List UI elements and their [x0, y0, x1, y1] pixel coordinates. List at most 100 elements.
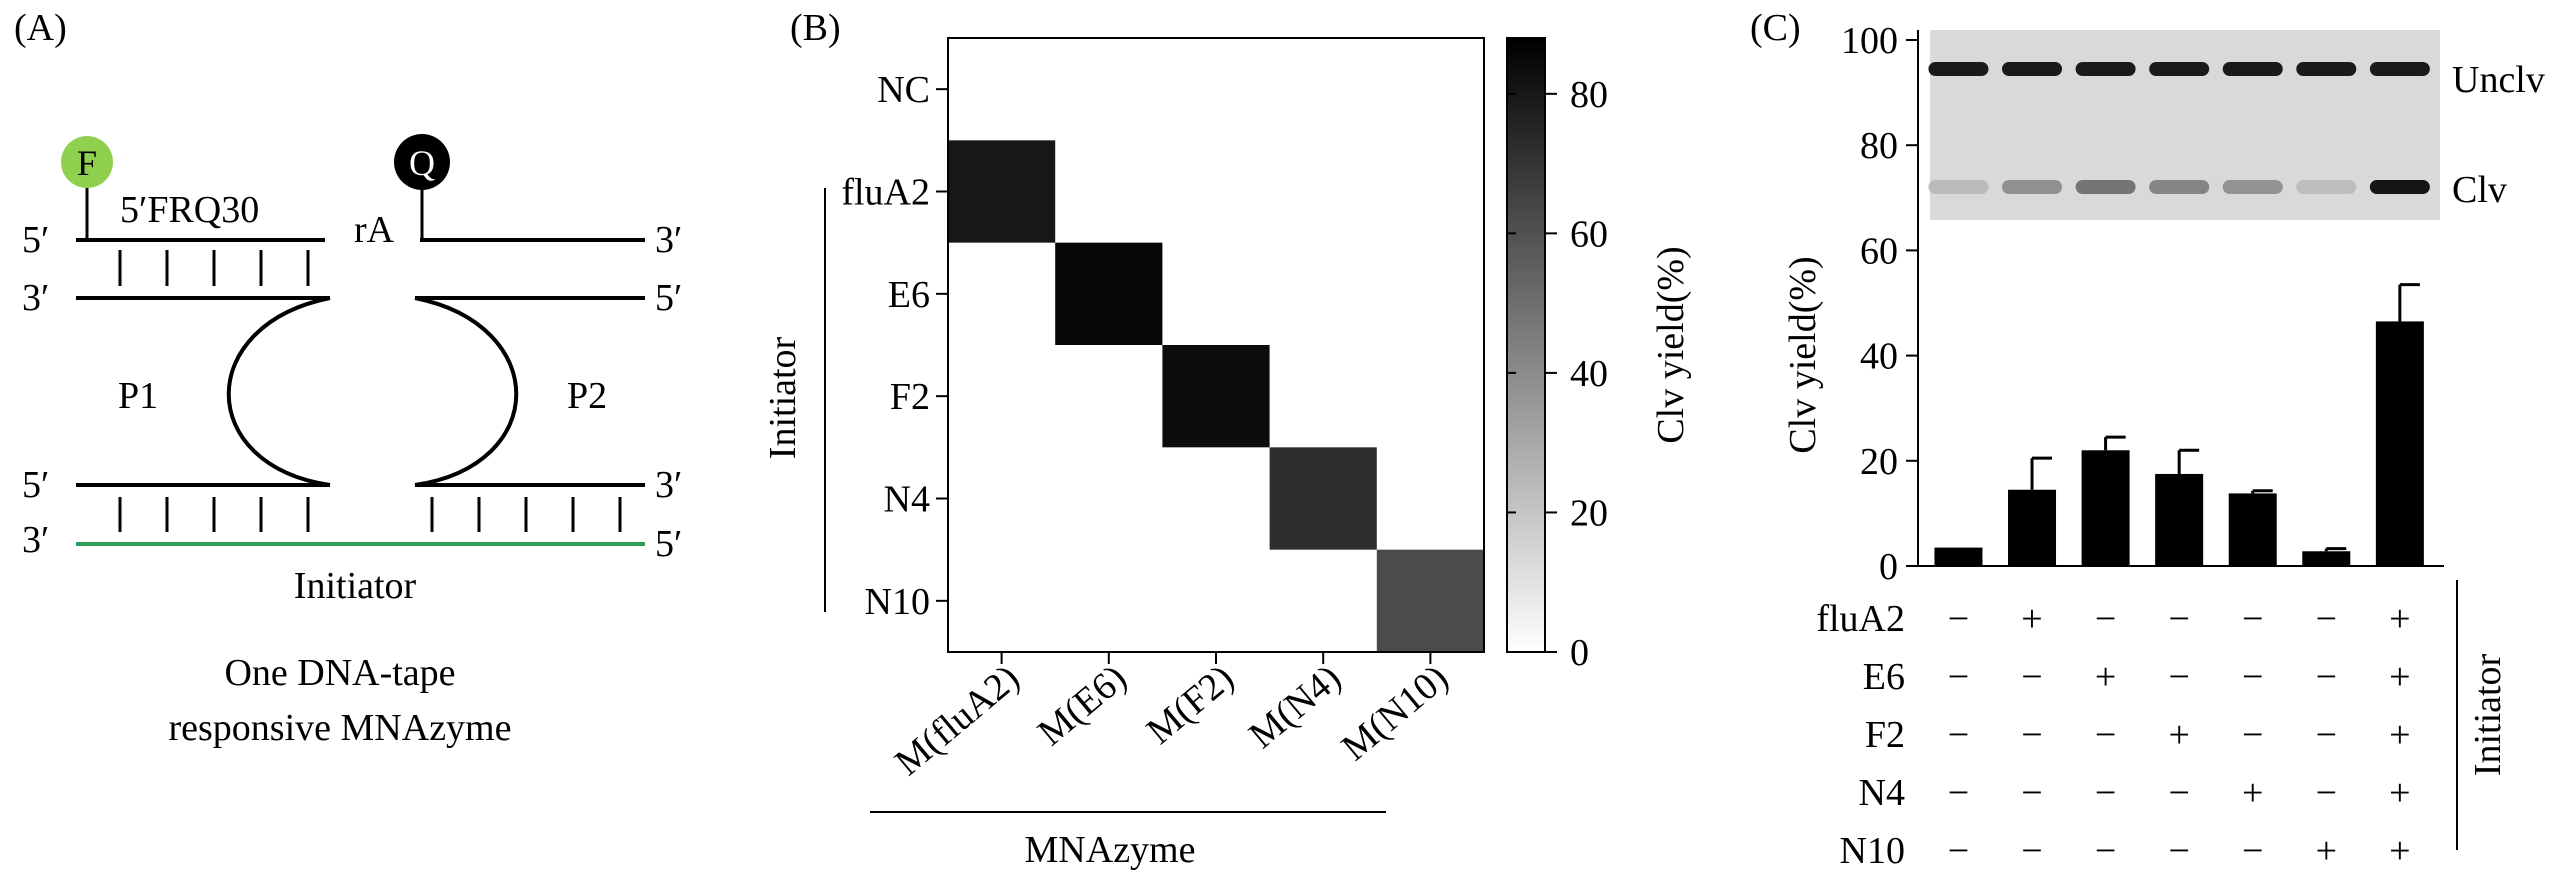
matrix-cell: − [1948, 830, 1969, 872]
initiator-strand-label: Initiator [294, 565, 417, 607]
matrix-cell: + [2242, 772, 2263, 814]
substrate-5-end: 5′ [22, 219, 49, 261]
matrix-cell: − [2021, 830, 2042, 872]
matrix-cell: − [2168, 598, 2189, 640]
bar-y-tick-label: 60 [1860, 230, 1898, 272]
heatmap-cell [1269, 447, 1377, 550]
heatmap-row-label: N4 [884, 479, 930, 521]
heatmap-cell [948, 140, 1056, 243]
heatmap-col-label: M(E6) [1030, 657, 1135, 754]
gel-band-unclv [2002, 62, 2063, 76]
bar [1934, 547, 1983, 566]
ribo-label: rA [354, 209, 395, 251]
matrix-cell: − [2168, 772, 2189, 814]
gel-band-unclv [2296, 62, 2357, 76]
matrix-cell: − [2021, 656, 2042, 698]
matrix-cell: + [2389, 830, 2410, 872]
panel-a: (A) F Q 5′FRQ30 rA 5′ 3′ 3′ 5′ P1 P2 [14, 7, 682, 749]
matrix-cell: − [2095, 598, 2116, 640]
matrix-cell: + [2316, 830, 2337, 872]
upper-duplex-ticks [118, 250, 310, 286]
gel-clv-label: Clv [2452, 169, 2507, 211]
matrix-cell: − [1948, 656, 1969, 698]
matrix-cell: − [2021, 772, 2042, 814]
bar [2375, 321, 2424, 566]
colorbar-tick-label: 40 [1570, 353, 1608, 395]
bar-y-tick-label: 80 [1860, 125, 1898, 167]
colorbar-title: Clv yield(%) [1650, 246, 1692, 443]
gel-band-unclv [2075, 62, 2136, 76]
matrix-cell: − [2316, 656, 2337, 698]
matrix-row-label: N10 [1840, 830, 1905, 872]
matrix-cell: − [2316, 772, 2337, 814]
substrate-3-end: 3′ [655, 219, 682, 261]
bar-y-title: Clv yield(%) [1782, 256, 1824, 453]
heatmap-y-title: Initiator [762, 336, 804, 459]
matrix-cell: − [1948, 772, 1969, 814]
bar [2302, 551, 2351, 566]
matrix-cell: − [1948, 714, 1969, 756]
heatmap-row-labels: NC fluA2 E6 F2 N4 N10 [841, 69, 948, 623]
matrix-cell: − [2242, 656, 2263, 698]
matrix-cell: + [2389, 772, 2410, 814]
catalytic-loop-left [226, 296, 331, 487]
matrix-cell: + [2389, 656, 2410, 698]
heatmap-col-label: M(fluA2) [887, 657, 1027, 784]
heatmap-cell [1162, 345, 1270, 448]
colorbar-ticks: 0 20 40 60 80 [1507, 74, 1608, 674]
colorbar-tick-label: 0 [1570, 632, 1589, 674]
catalytic-loop-right [414, 296, 519, 487]
heatmap-column-labels: M(fluA2) M(E6) M(F2) M(N4)M(N10) [887, 652, 1456, 784]
bar [2228, 493, 2277, 566]
gel-band-clv [2222, 180, 2283, 194]
enzyme-right-5-end: 5′ [655, 277, 682, 319]
heatmap-row-label: N10 [865, 581, 930, 623]
matrix-cell: − [2242, 714, 2263, 756]
gel-band-clv [2296, 180, 2357, 194]
matrix-cell: − [2095, 772, 2116, 814]
fluorophore-icon [61, 136, 113, 188]
arm-p1-label: P1 [118, 375, 158, 417]
probe-name: 5′FRQ30 [120, 189, 259, 231]
colorbar-tick-label: 20 [1570, 492, 1608, 534]
matrix-cell: − [2095, 830, 2116, 872]
bar [2081, 450, 2130, 566]
bar-series [1934, 283, 2424, 566]
gel-band-clv [1928, 180, 1989, 194]
matrix-cell: − [2168, 830, 2189, 872]
bar-y-tick-label: 40 [1860, 336, 1898, 378]
panel-a-label: (A) [14, 7, 67, 49]
gel-band-clv [2369, 180, 2430, 194]
initiator-3-end: 3′ [22, 519, 49, 561]
colorbar-tick-label: 80 [1570, 74, 1608, 116]
lower-duplex-ticks [118, 497, 622, 532]
matrix-cell: + [2389, 714, 2410, 756]
fluorophore-label: F [77, 143, 97, 183]
heatmap-col-label: M(N4) [1241, 657, 1349, 757]
initiator-5-end: 5′ [655, 523, 682, 565]
heatmap-x-title: MNAzyme [1025, 829, 1196, 871]
matrix-cell: + [2095, 656, 2116, 698]
enzyme-right-3-end: 3′ [655, 464, 682, 506]
matrix-side-label: Initiator [2467, 653, 2509, 776]
gel-unclv-label: Unclv [2452, 59, 2545, 101]
matrix-cell: − [2242, 598, 2263, 640]
gel-band-unclv [2149, 62, 2210, 76]
matrix-cell: − [2168, 656, 2189, 698]
quencher-label: Q [409, 143, 435, 183]
gel-band-clv [2149, 180, 2210, 194]
bar-y-tick-label: 20 [1860, 441, 1898, 483]
gel-band-unclv [2369, 62, 2430, 76]
matrix-cell: + [2389, 598, 2410, 640]
enzyme-left-5-end: 5′ [22, 464, 49, 506]
caption-line-1: One DNA-tape [224, 652, 455, 694]
heatmap-row-label: NC [877, 69, 930, 111]
condition-matrix: fluA2 − + − − − − + E6 − − + − − − + F2 − − − + − − + N4 − − − − + − + N… [1816, 598, 2410, 872]
bar-y-tick-label: 0 [1879, 546, 1898, 588]
bar [2155, 473, 2204, 566]
heatmap-cell [1055, 242, 1163, 345]
arm-p2-label: P2 [567, 375, 607, 417]
heatmap-col-label: M(F2) [1139, 657, 1242, 753]
